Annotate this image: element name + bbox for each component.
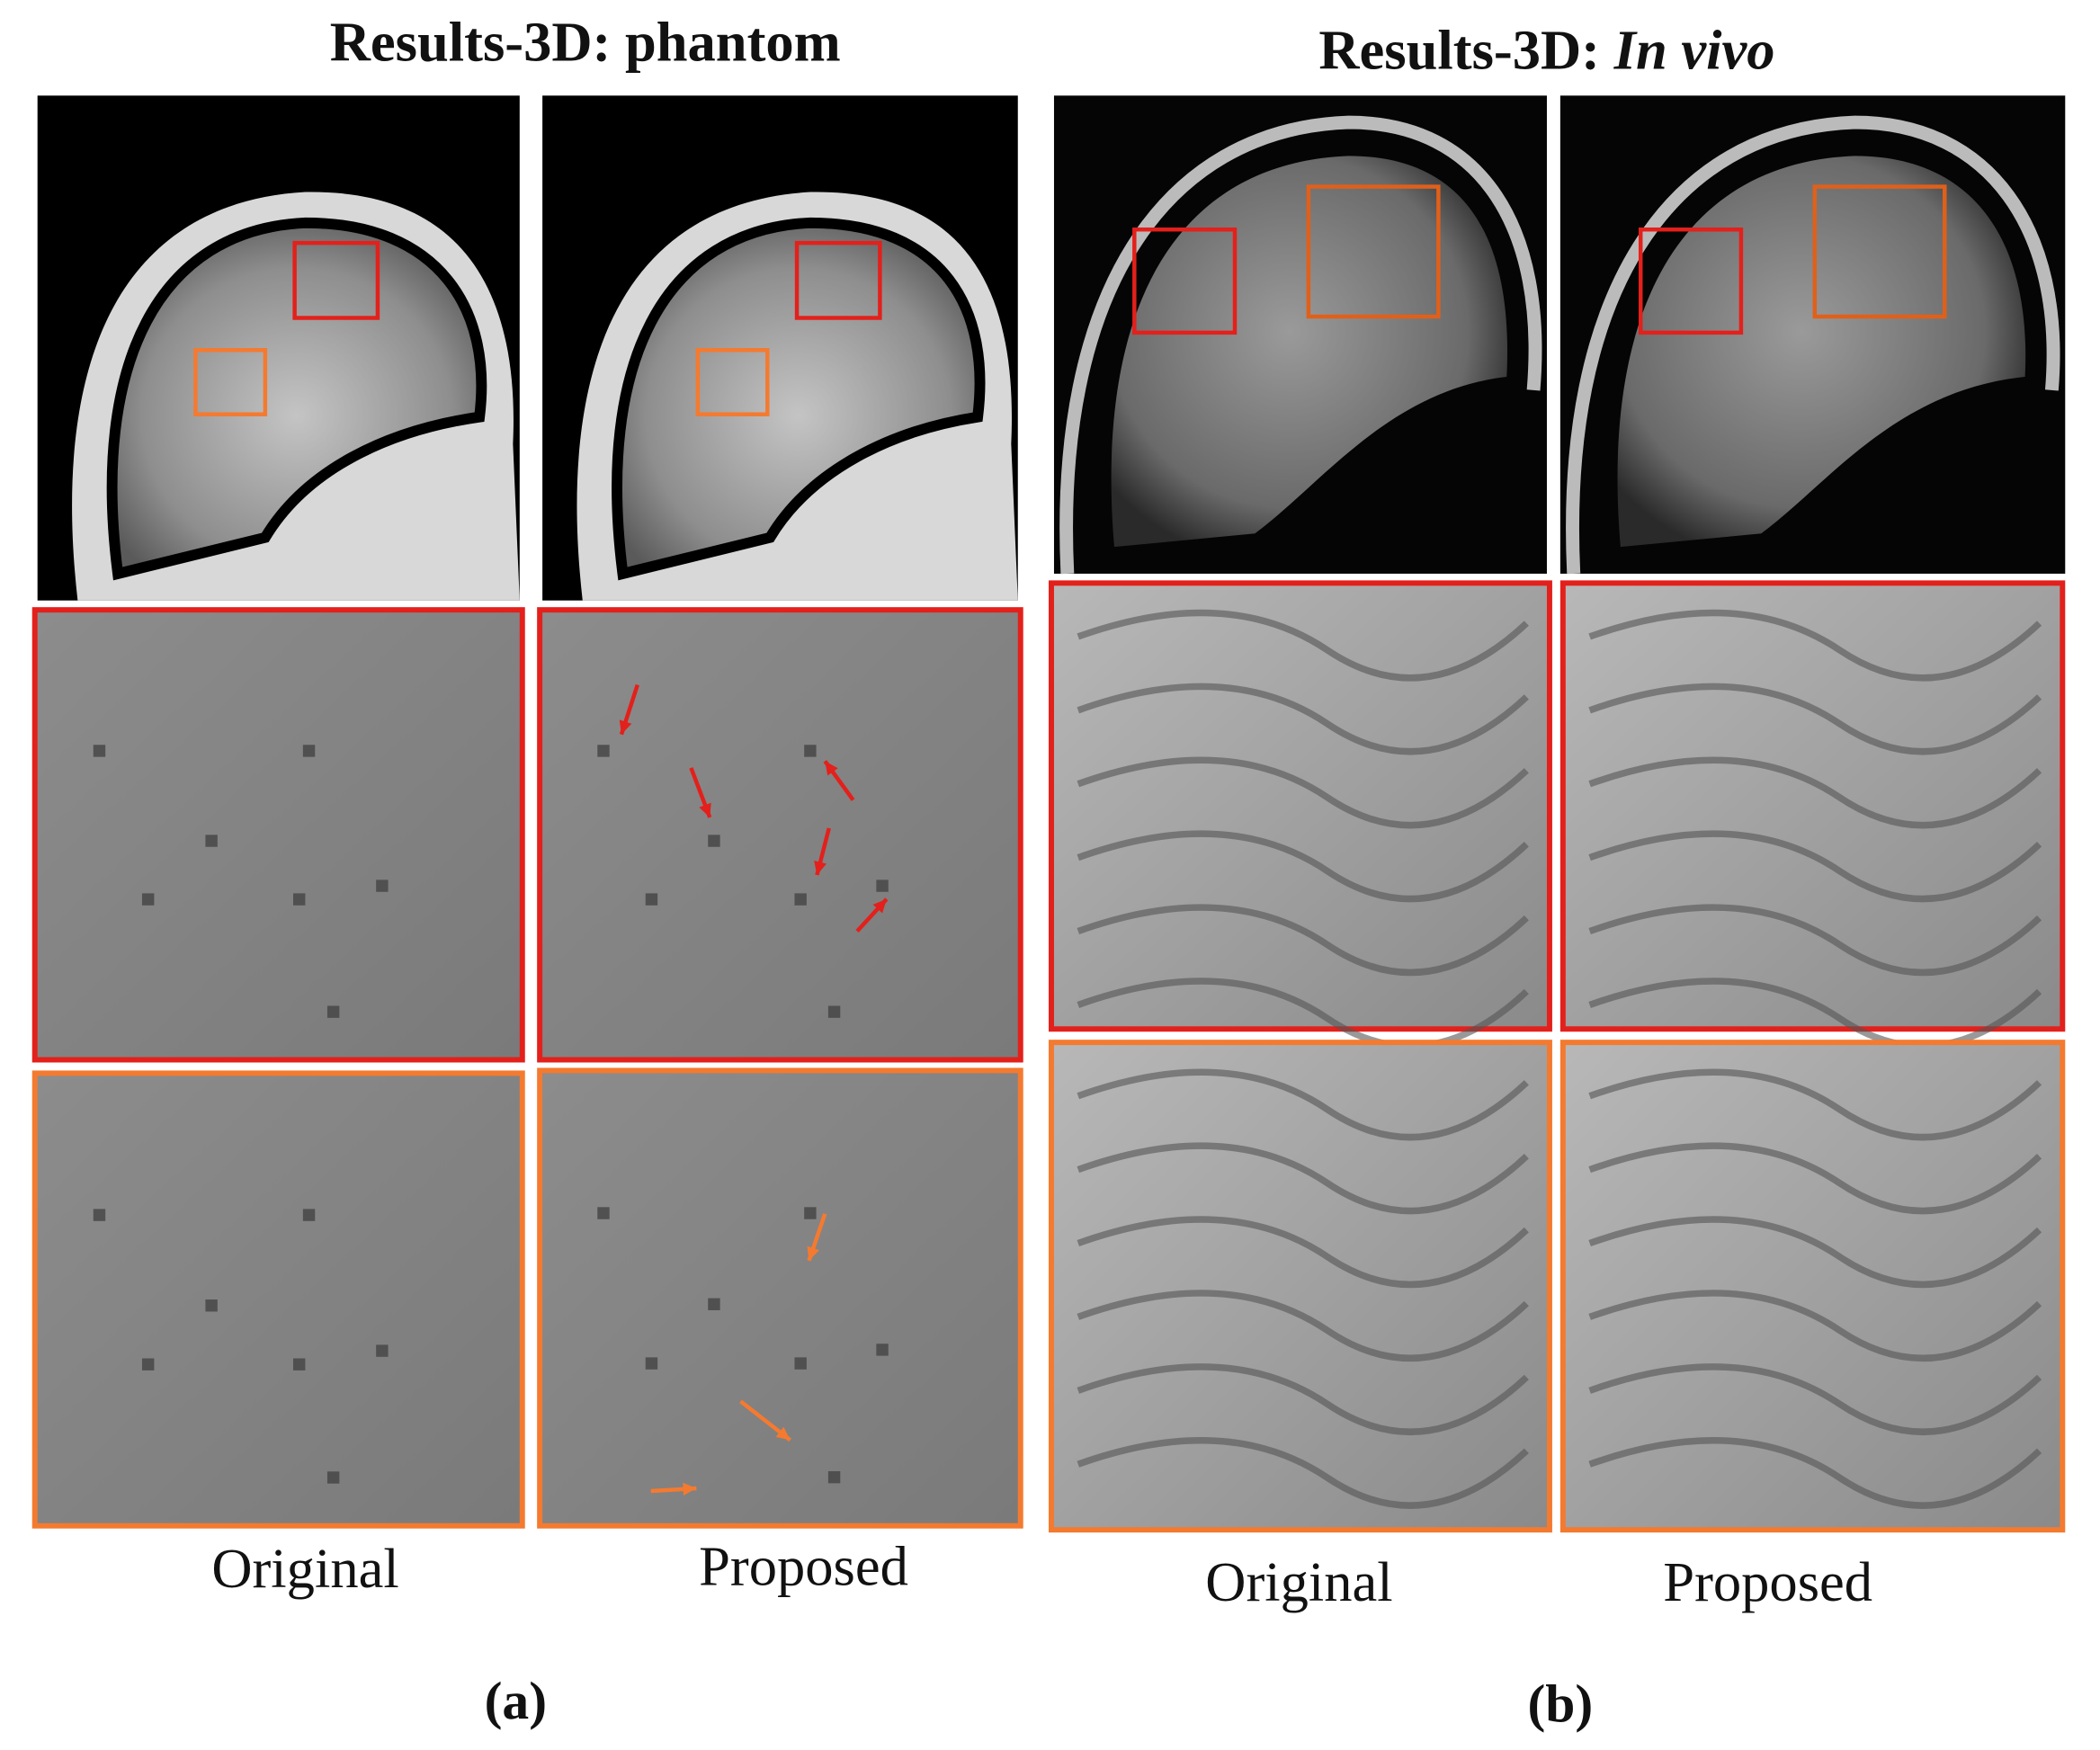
sulcus [1077,1437,1529,1509]
title-emphasis: In vivo [1613,19,1775,82]
zoom-image [1559,1040,2066,1533]
sulcus [1077,756,1529,829]
dark-dot [141,893,155,906]
brain [1617,156,2026,548]
dark-dot [827,1470,841,1484]
dark-dot [302,1209,316,1221]
dark-dot [293,1358,306,1371]
arrow-head [807,1246,819,1261]
dark-dot [708,1298,720,1310]
sulcus [1588,978,2042,1050]
arrow-head [814,860,827,875]
brain [1111,156,1508,548]
sulcus [1588,1142,2042,1215]
zoom-image [31,1070,525,1529]
dark-dot [376,879,389,892]
phantom-body [612,217,986,581]
dark-dot [597,1207,610,1219]
sulcus [1077,1363,1529,1435]
dark-dot [645,1357,658,1370]
dark-dot [141,1358,155,1371]
arrow-head [825,761,838,776]
dark-dot [326,1471,340,1484]
image-grid [31,95,2066,1533]
roi-box [1638,227,1744,335]
sulcus [1588,1068,2042,1141]
panel-title: Results-3D: phantom [330,11,841,74]
zoom-image [31,607,525,1063]
roi-box [1132,227,1238,335]
panel-label: (b) [1527,1674,1593,1733]
roi-box [794,240,882,320]
sulcus [1077,978,1529,1050]
sulcus [1077,1142,1529,1215]
sulcus [1077,609,1529,682]
dark-dot [302,745,316,757]
sulcus [1077,830,1529,903]
sulcus [1588,904,2042,977]
dark-dot [93,1209,106,1221]
dark-dot [376,1344,389,1357]
zoom-image [537,607,1023,1063]
sulcus [1588,1437,2042,1509]
sulcus [1588,609,2042,682]
dark-dot [804,745,817,757]
column-label: Original [1205,1550,1392,1613]
roi-box [292,240,380,320]
panel-title: Results-3D: In vivo [1318,19,1774,82]
roi-box [695,348,770,416]
zoom-image [537,1067,1023,1529]
sulcus [1077,683,1529,755]
dark-dot [645,893,658,906]
sulcus [1588,756,2042,829]
sulcus [1588,1216,2042,1289]
sulcus [1588,1363,2042,1435]
roi-box [193,348,268,416]
phantom-body [106,217,487,581]
dark-dot [876,1344,889,1356]
sulcus [1077,904,1529,977]
arrow-head [775,1426,791,1441]
column-label: Original [211,1537,398,1600]
arrow-head [683,1482,697,1496]
dark-dot [326,1005,340,1018]
dark-dot [205,835,218,847]
dark-dot [205,1299,218,1312]
zoom-image [1559,580,2066,1032]
zoom-image [1049,1040,1552,1533]
dark-dot [93,745,106,757]
sulcus [1588,1290,2042,1362]
title-prefix: Results-3D: [1318,19,1600,82]
column-label: Proposed [699,1534,908,1597]
sulcus [1588,683,2042,755]
sulcus [1077,1216,1529,1289]
sulcus [1077,1290,1529,1362]
roi-box [1812,184,1947,319]
panel-label: (a) [485,1671,547,1730]
dark-dot [293,893,306,906]
dark-dot [794,893,807,906]
head-outline [1566,115,2060,575]
arrow-head [699,802,711,817]
dark-dot [597,745,610,757]
arrow-head [872,898,887,914]
dark-dot [827,1005,841,1018]
sulcus [1588,830,2042,903]
column-label: Proposed [1663,1550,1872,1613]
dark-dot [794,1357,807,1370]
head-outline [1059,115,1542,575]
sulcus [1077,1068,1529,1141]
roi-box [1306,184,1441,319]
arrow-head [619,719,632,735]
dark-dot [876,879,889,892]
zoom-image [1049,580,1552,1032]
dark-dot [708,835,720,847]
dark-dot [804,1207,817,1219]
